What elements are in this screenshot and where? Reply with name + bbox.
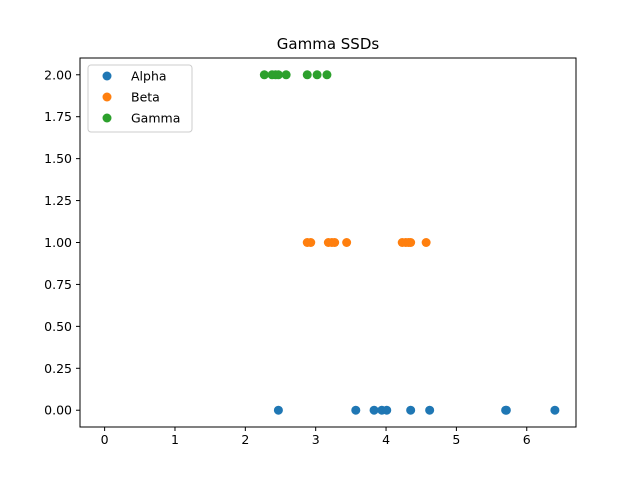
point-gamma xyxy=(281,70,291,80)
point-alpha xyxy=(382,405,392,415)
point-beta xyxy=(330,238,340,247)
point-beta xyxy=(406,238,416,247)
point-gamma xyxy=(273,70,283,80)
point-gamma xyxy=(322,70,332,80)
y-tick-label: 2.00 xyxy=(44,67,72,82)
legend-label-alpha: Alpha xyxy=(131,69,167,84)
point-beta xyxy=(342,238,352,247)
x-tick-label: 3 xyxy=(312,432,320,447)
point-gamma xyxy=(259,70,269,80)
y-tick-label: 1.25 xyxy=(44,193,72,208)
x-tick-label: 4 xyxy=(382,432,390,447)
y-tick-label: 0.75 xyxy=(44,277,72,292)
y-axis: 0.00 0.25 0.50 0.75 1.00 1.25 1.50 1.75 2.00 xyxy=(44,67,80,418)
x-tick-label: 1 xyxy=(171,432,179,447)
data-points xyxy=(259,70,560,415)
legend-box xyxy=(87,64,193,133)
point-alpha xyxy=(425,405,435,415)
legend-marker-beta xyxy=(102,92,112,102)
point-alpha xyxy=(406,405,416,415)
y-tick-label: 0.50 xyxy=(44,319,72,334)
legend-label-beta: Beta xyxy=(131,90,160,105)
y-tick-label: 0.25 xyxy=(44,361,72,376)
legend: Alpha Beta Gamma xyxy=(87,64,193,133)
x-tick-label: 2 xyxy=(241,432,249,447)
point-gamma xyxy=(302,70,312,80)
y-tick-label: 1.00 xyxy=(44,235,72,250)
point-alpha xyxy=(501,405,511,415)
x-tick-label: 6 xyxy=(523,432,531,447)
legend-marker-gamma xyxy=(102,113,112,123)
point-gamma xyxy=(312,70,322,80)
x-axis: 0 1 2 3 4 5 6 xyxy=(101,427,531,447)
y-tick-label: 0.00 xyxy=(44,403,72,418)
chart-title: Gamma SSDs xyxy=(277,35,380,53)
point-alpha xyxy=(273,405,283,415)
point-alpha xyxy=(550,405,560,415)
y-tick-label: 1.75 xyxy=(44,109,72,124)
point-alpha xyxy=(369,405,379,415)
point-beta xyxy=(306,238,316,247)
legend-label-gamma: Gamma xyxy=(131,111,180,126)
y-tick-label: 1.50 xyxy=(44,151,72,166)
x-tick-label: 5 xyxy=(452,432,460,447)
point-alpha xyxy=(351,405,361,415)
legend-marker-alpha xyxy=(102,71,112,81)
x-tick-label: 0 xyxy=(101,432,109,447)
point-beta xyxy=(421,238,431,247)
